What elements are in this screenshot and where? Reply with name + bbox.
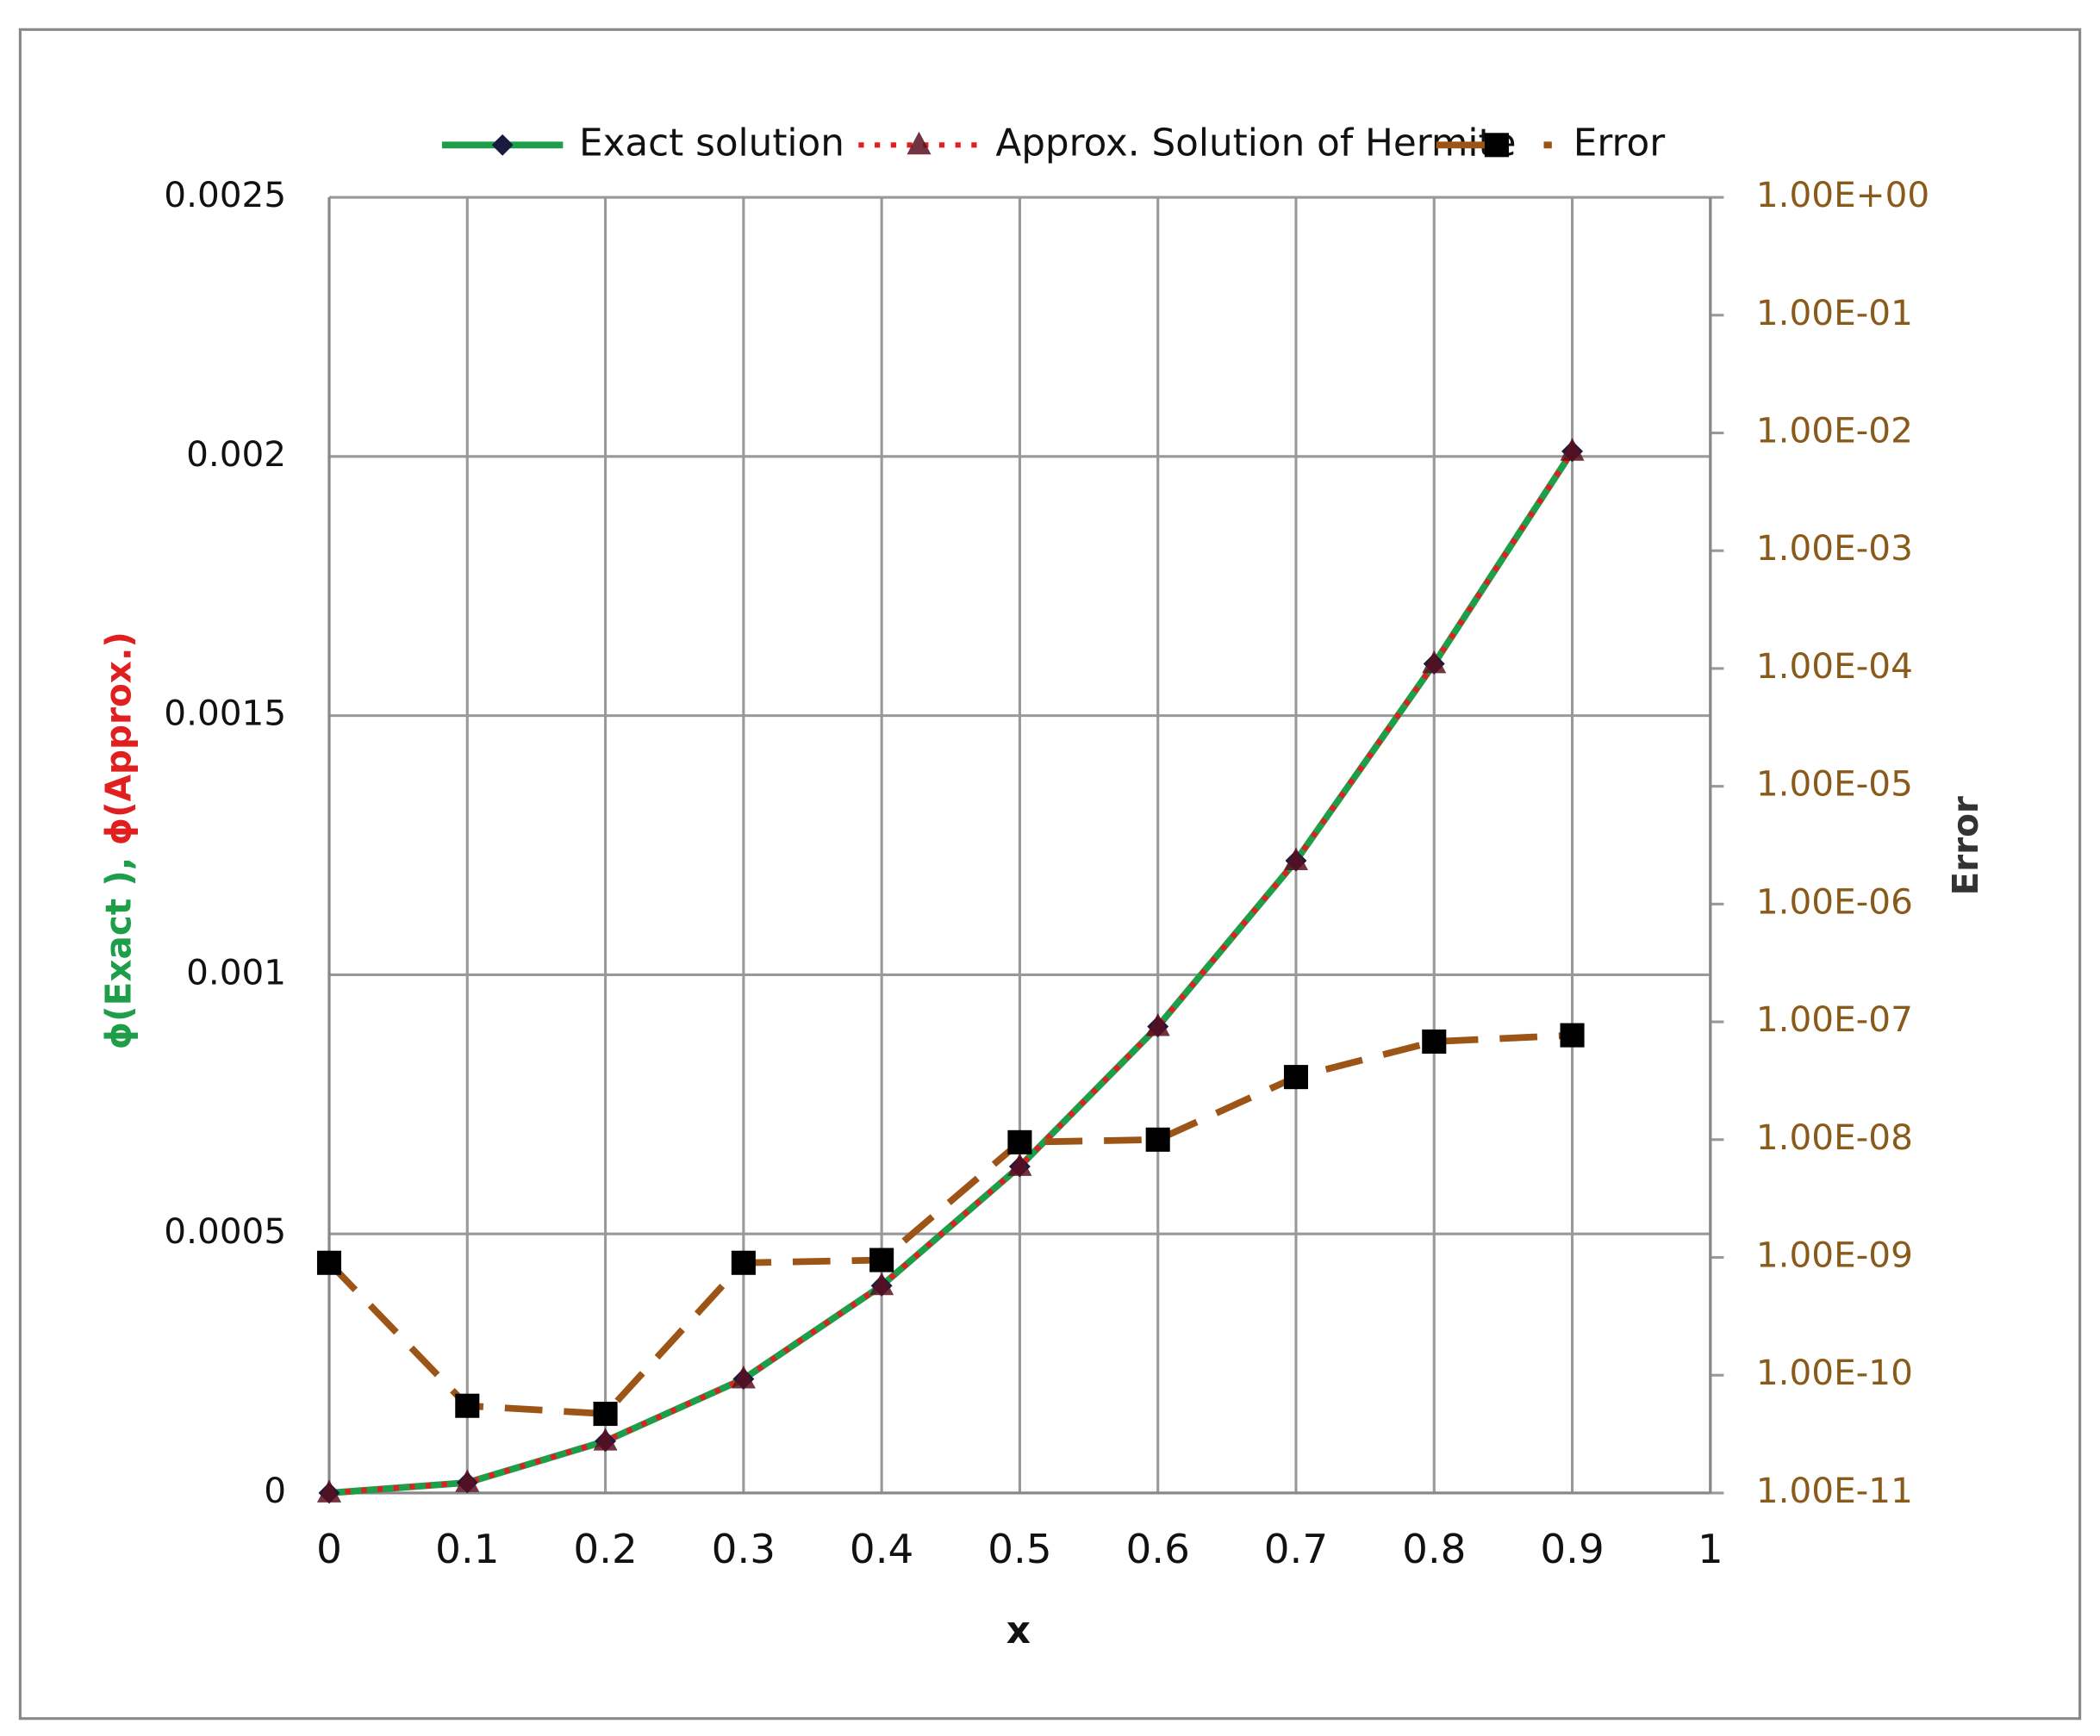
- x-tick-label: 0.6: [1126, 1527, 1190, 1573]
- x-tick-label: 0.2: [573, 1527, 637, 1573]
- x-tick-label: 0.8: [1402, 1527, 1466, 1573]
- marker: [1283, 847, 1309, 870]
- marker: [316, 1250, 342, 1275]
- marker: [1560, 438, 1585, 461]
- marker: [1007, 1129, 1032, 1154]
- marker: [1145, 1127, 1170, 1152]
- x-tick-label: 1: [1698, 1527, 1723, 1573]
- x-tick-label: 0.5: [988, 1527, 1051, 1573]
- marker: [1422, 650, 1447, 674]
- y2-tick-label: 1.00E-06: [1756, 880, 1913, 922]
- marker: [455, 1393, 480, 1418]
- y2-tick-label: 1.00E-02: [1756, 410, 1913, 451]
- legend-label: Exact solution: [579, 121, 844, 165]
- y-tick-label: 0: [264, 1470, 286, 1511]
- frame: [18, 28, 2082, 1720]
- y2-tick-label: 1.00E-03: [1756, 527, 1913, 569]
- y2-tick-label: 1.00E-05: [1756, 763, 1913, 805]
- x-tick-label: 0.3: [712, 1527, 776, 1573]
- x-tick-label: 0.9: [1540, 1527, 1604, 1573]
- y2-tick-label: 1.00E-10: [1756, 1352, 1913, 1393]
- marker: [593, 1402, 618, 1427]
- series-line: [328, 450, 1575, 1496]
- series-line: [327, 1031, 1573, 1418]
- marker: [1007, 1153, 1032, 1176]
- y2-axis-label: Error: [1945, 796, 1986, 895]
- y2-tick-label: 1.00E-09: [1756, 1235, 1913, 1276]
- marker: [869, 1248, 894, 1272]
- y-tick-label: 0.0025: [164, 174, 286, 215]
- y2-tick-label: 1.00E+00: [1756, 174, 1929, 215]
- legend-marker: [1484, 133, 1509, 158]
- y-tick-label: 0.001: [186, 951, 286, 992]
- marker: [1422, 1029, 1447, 1055]
- marker: [731, 1366, 756, 1389]
- x-tick-label: 0.4: [850, 1527, 913, 1573]
- y-axis-label-approx: ϕ(Approx.): [97, 632, 139, 845]
- legend-label: Error: [1573, 121, 1665, 165]
- y-tick-label: 0.002: [186, 433, 286, 475]
- marker: [869, 1272, 894, 1296]
- y-tick-label: 0.0005: [164, 1210, 286, 1252]
- legend-label: Approx. Solution of Hermite: [995, 121, 1516, 165]
- marker: [1560, 1023, 1585, 1048]
- x-tick-label: 0.1: [435, 1527, 499, 1573]
- y-axis-label-exact: ϕ(Exact ),: [97, 857, 139, 1049]
- marker: [1283, 1065, 1309, 1090]
- y2-tick-label: 1.00E-01: [1756, 292, 1913, 333]
- marker: [316, 1479, 342, 1503]
- marker: [731, 1250, 756, 1275]
- marker: [593, 1428, 618, 1451]
- y-tick-label: 0.0015: [164, 693, 286, 734]
- marker: [455, 1469, 480, 1492]
- x-axis-label: x: [1006, 1608, 1031, 1652]
- x-tick-label: 0.7: [1264, 1527, 1328, 1573]
- marker: [1145, 1012, 1170, 1036]
- y2-tick-label: 1.00E-07: [1756, 999, 1913, 1040]
- legend-marker: [907, 131, 932, 155]
- y2-tick-label: 1.00E-11: [1756, 1470, 1913, 1511]
- series-line: [328, 449, 1575, 1496]
- y2-tick-label: 1.00E-04: [1756, 645, 1913, 687]
- y2-tick-label: 1.00E-08: [1756, 1117, 1913, 1158]
- x-tick-label: 0: [316, 1527, 342, 1573]
- legend-marker: [491, 134, 514, 156]
